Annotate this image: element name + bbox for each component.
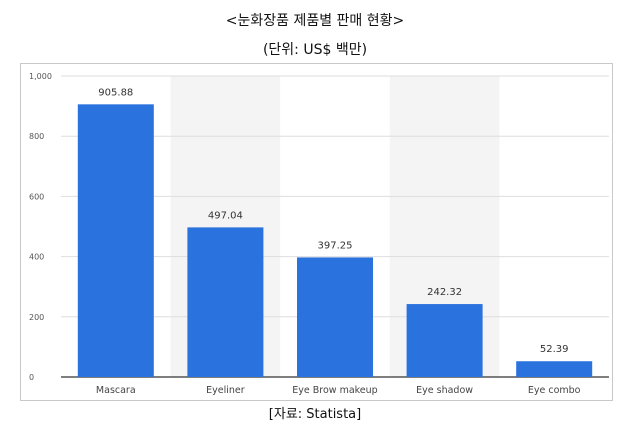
bar-chart: 0 200 400 600 800 1,000 905.88 Mascara 497.04 Eye… [29, 72, 609, 396]
bar [516, 361, 593, 377]
chart-frame: 0 200 400 600 800 1,000 905.88 Mascara 497.04 Eye… [20, 63, 613, 401]
y-tick-label: 200 [29, 313, 44, 322]
x-tick-label: Eyeliner [206, 385, 245, 396]
data-label: 52.39 [540, 344, 569, 355]
data-label: 497.04 [208, 210, 243, 221]
y-tick-label: 800 [29, 132, 44, 141]
bar [297, 257, 373, 377]
data-label: 905.88 [98, 87, 133, 98]
source-note: [자료: Statista] [268, 407, 362, 422]
bar [406, 304, 483, 377]
x-tick-label: Eye combo [528, 385, 581, 396]
y-tick-label: 0 [29, 373, 34, 382]
chart-subtitle: (단위: US$ 백만) [262, 42, 368, 58]
data-label: 397.25 [318, 240, 353, 251]
chart-title: <눈화장품 제품별 판매 현황> [225, 13, 405, 29]
x-tick-label: Eye Brow makeup [292, 385, 377, 396]
y-tick-label: 600 [29, 192, 44, 201]
y-tick-label: 400 [29, 253, 44, 262]
bar [77, 104, 154, 377]
bar [187, 227, 264, 377]
x-tick-label: Eye shadow [416, 385, 473, 396]
y-tick-label: 1,000 [29, 72, 52, 81]
data-label: 242.32 [427, 287, 462, 298]
x-tick-label: Mascara [96, 385, 136, 396]
